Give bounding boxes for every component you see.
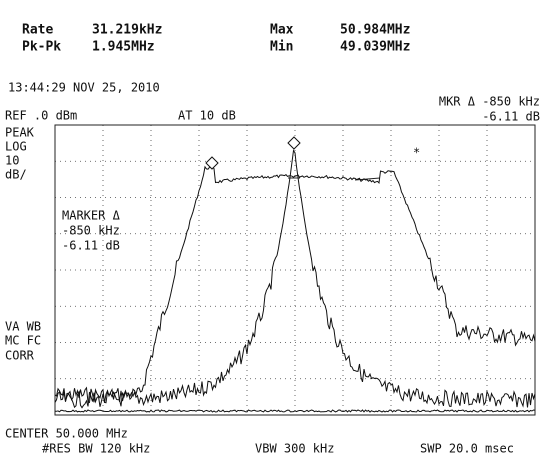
graticule [55, 125, 535, 415]
marker-diamond [287, 136, 301, 150]
trace-narrow [54, 149, 536, 409]
side-label: PEAK [5, 126, 35, 140]
attenuation: AT 10 dB [178, 109, 236, 123]
side-label: MC FC [5, 334, 41, 348]
marker-diamond [205, 156, 219, 170]
vbw: VBW 300 kHz [255, 442, 334, 456]
marker-asterisk: * [413, 146, 420, 160]
center-freq: CENTER 50.000 MHz [5, 427, 128, 441]
value: 1.945MHz [92, 40, 155, 55]
label: Pk-Pk [22, 40, 61, 55]
side-label: LOG [5, 140, 27, 154]
value: 31.219kHz [92, 23, 162, 38]
label: Min [270, 40, 293, 55]
res-bw: #RES BW 120 kHz [42, 442, 150, 456]
side-label: CORR [5, 349, 35, 363]
marker-readout: MKR Δ -850 kHz [439, 95, 540, 109]
trace-broad [54, 165, 536, 404]
sweep: SWP 20.0 msec [420, 442, 514, 456]
label: Rate [22, 23, 53, 38]
side-label: VA WB [5, 320, 41, 334]
value: 49.039MHz [340, 40, 410, 55]
value: 50.984MHz [340, 23, 410, 38]
timestamp: 13:44:29 NOV 25, 2010 [8, 81, 160, 95]
label: Max [270, 23, 294, 38]
trace-floor [54, 409, 536, 413]
ref-level: REF .0 dBm [5, 109, 77, 123]
marker-box: -850 kHz [62, 224, 120, 238]
graticule-border [54, 124, 536, 416]
marker-box: MARKER Δ [62, 209, 121, 223]
side-label: dB/ [5, 168, 27, 182]
side-label: 10 [5, 154, 19, 168]
marker-box: -6.11 dB [62, 239, 120, 253]
marker-readout: -6.11 dB [482, 110, 540, 124]
